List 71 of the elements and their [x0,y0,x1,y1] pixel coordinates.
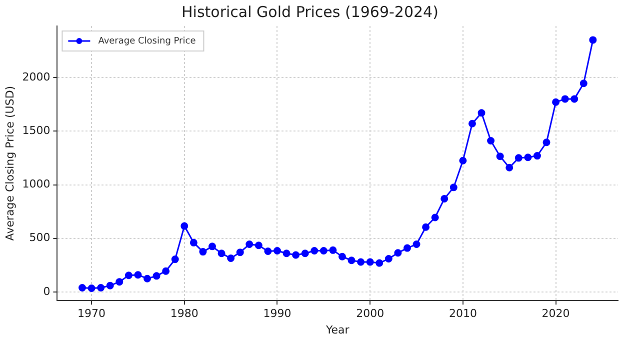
point [348,256,356,264]
point [561,95,569,103]
point [376,259,384,267]
point [440,194,448,202]
y-tick-label: 1000 [22,178,50,191]
point [190,238,198,246]
point [264,248,272,256]
point [246,240,254,248]
x-tick-label: 1990 [263,307,292,320]
point [431,214,439,222]
point [524,154,532,162]
point [208,242,216,250]
point [506,164,514,172]
point [124,272,132,280]
point [152,272,160,280]
point [78,284,86,292]
point [144,274,152,282]
point [106,282,114,290]
x-tick-label: 2000 [356,307,384,320]
x-tick-label: 1980 [170,307,198,320]
point [199,248,207,256]
point [487,137,495,145]
point [320,246,328,254]
point [450,184,458,192]
point [589,36,597,44]
y-tick-label: 2000 [22,70,50,84]
point [116,278,124,286]
point [338,252,346,260]
point [542,138,550,146]
point [134,271,142,279]
point [580,80,588,88]
x-tick-label: 2010 [448,307,477,320]
point [552,98,560,106]
point [88,284,96,292]
point [403,244,411,252]
point [422,223,430,231]
point [218,250,226,258]
point [384,255,392,263]
point [366,258,374,266]
x-axis-title: Year [324,323,350,336]
point [180,222,188,230]
point [227,254,235,262]
point [496,152,504,160]
point [282,250,290,258]
point [292,251,300,259]
point [514,154,522,162]
x-tick-label: 1970 [78,307,106,320]
point [301,250,309,258]
point [97,284,105,292]
point [236,248,244,256]
point [329,246,337,254]
chart-title: Historical Gold Prices (1969-2024) [182,2,438,21]
legend-label: Average Closing Price [98,36,196,46]
point [254,242,262,250]
point [273,246,281,254]
point [570,95,578,103]
y-tick-label: 500 [29,231,50,244]
x-tick-label: 2020 [542,307,570,320]
point [478,109,486,117]
point [171,256,179,264]
y-tick-label: 1500 [22,124,50,137]
point [310,246,318,254]
point [412,240,420,248]
y-axis-title: Average Closing Price (USD) [3,86,16,241]
point [394,249,402,257]
point [468,120,476,128]
y-tick-label: 0 [43,284,50,298]
point [459,156,467,164]
point [533,152,541,160]
point [162,267,170,275]
point [357,258,365,266]
